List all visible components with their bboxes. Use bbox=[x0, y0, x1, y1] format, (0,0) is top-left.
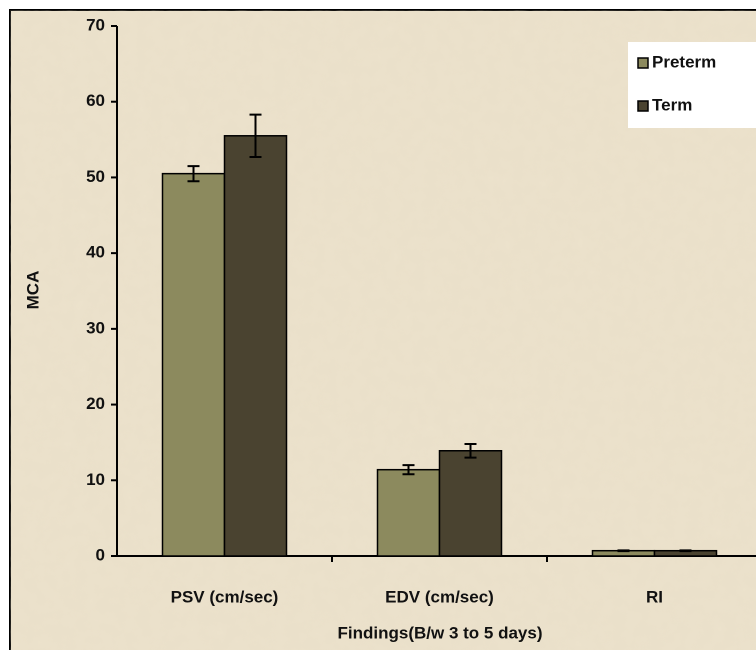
y-axis-label: MCA bbox=[23, 271, 42, 310]
error-bar bbox=[617, 549, 630, 553]
x-tick-label: PSV (cm/sec) bbox=[171, 587, 279, 606]
y-tick-label: 40 bbox=[86, 243, 105, 262]
legend-label: Term bbox=[652, 95, 692, 114]
y-tick-label: 70 bbox=[86, 15, 105, 34]
error-bar bbox=[249, 113, 262, 158]
y-tick-label: 30 bbox=[86, 318, 105, 337]
bar bbox=[438, 450, 503, 557]
y-tick-label: 20 bbox=[86, 394, 105, 413]
y-tick-label: 50 bbox=[86, 167, 105, 186]
legend-label: Preterm bbox=[652, 52, 716, 71]
bar bbox=[161, 172, 226, 557]
legend-swatch bbox=[637, 100, 649, 112]
legend-box bbox=[628, 42, 756, 128]
y-tick-label: 0 bbox=[96, 545, 105, 564]
legend-swatch bbox=[637, 57, 649, 69]
y-tick-label: 10 bbox=[86, 470, 105, 489]
error-bar bbox=[679, 549, 692, 553]
x-tick-label: RI bbox=[646, 587, 663, 606]
error-bar bbox=[187, 165, 200, 183]
x-axis-label: Findings(B/w 3 to 5 days) bbox=[338, 623, 543, 642]
error-bar bbox=[402, 464, 415, 476]
bar bbox=[376, 468, 441, 557]
y-tick-label: 60 bbox=[86, 91, 105, 110]
bar bbox=[223, 135, 288, 557]
error-bar bbox=[464, 442, 477, 459]
x-tick-label: EDV (cm/sec) bbox=[385, 587, 494, 606]
